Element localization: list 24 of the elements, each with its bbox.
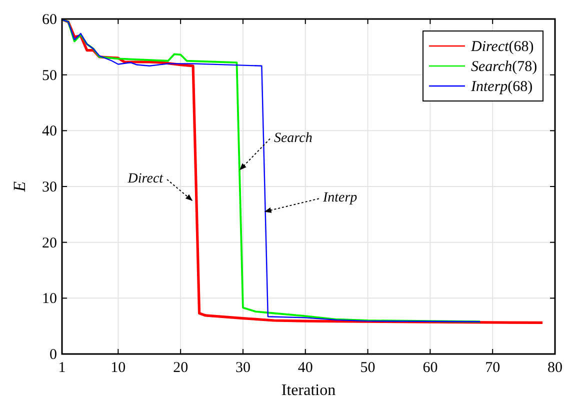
y-tick-label: 60 [42,12,57,28]
x-axis-title: Iteration [281,382,336,399]
y-tick-label: 20 [42,235,57,252]
y-tick-label: 0 [50,347,57,363]
y-axis-title: E [10,180,29,193]
y-tick-label: 50 [42,68,57,84]
annotation: Search [274,130,312,146]
legend-label: Search(78) [471,59,538,75]
y-tick-label: 40 [42,124,57,140]
x-tick-label: 10 [110,360,126,376]
x-tick-label: 60 [422,360,438,376]
legend-label: Interp(68) [470,79,533,95]
x-tick-label: 20 [173,360,188,376]
y-tick-label: 10 [42,291,57,308]
annotation: Direct [126,171,164,186]
x-tick-label: 30 [235,360,250,376]
x-tick-label: 70 [485,360,500,376]
x-tick-label: 40 [298,360,313,376]
y-tick-label: 30 [42,180,57,196]
x-tick-label: 50 [360,360,376,376]
legend-label: Direct(68) [470,39,534,55]
x-tick-label: 1 [58,360,66,376]
x-tick-label: 80 [548,360,562,376]
annotation: Interp [322,190,358,206]
